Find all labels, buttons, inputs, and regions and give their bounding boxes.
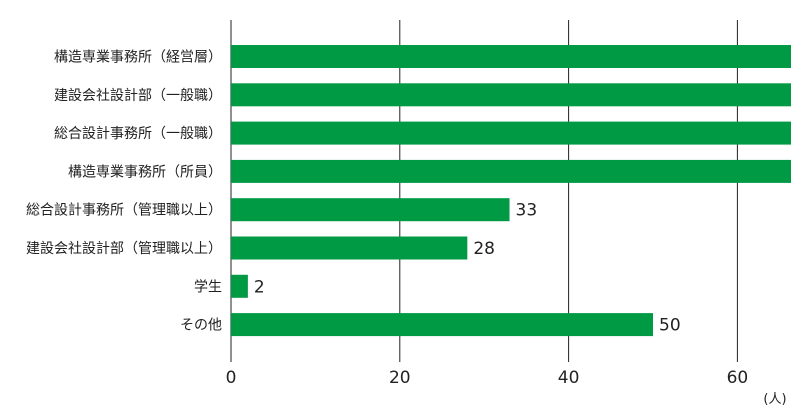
category-label: 建設会社設計部（管理職以上） <box>26 241 222 257</box>
bar <box>231 198 510 222</box>
x-tick-label: 20 <box>389 368 411 388</box>
bars <box>231 45 791 337</box>
x-axis-tick-labels: 020406080100120 <box>226 368 749 388</box>
category-label: 構造専業事務所（所員） <box>68 164 222 180</box>
x-tick-label: 60 <box>727 368 749 388</box>
value-label: 28 <box>473 239 495 259</box>
category-labels: 構造専業事務所（経営層） 建設会社設計部（一般職） 総合設計事務所（一般職） 構造専業… <box>26 50 222 334</box>
bar <box>231 83 791 107</box>
bar <box>231 274 248 298</box>
category-label: 構造専業事務所（経営層） <box>54 50 222 66</box>
value-labels: 1088583793328250 <box>254 201 681 336</box>
category-label: 総合設計事務所（一般職） <box>54 126 222 142</box>
category-label: 総合設計事務所（管理職以上） <box>26 203 222 219</box>
value-label: 2 <box>254 277 265 297</box>
category-label: 建設会社設計部（一般職） <box>54 88 222 104</box>
x-axis-unit-label: (人) <box>763 392 786 407</box>
bar <box>231 159 791 183</box>
bar <box>231 45 791 68</box>
bar <box>231 313 653 337</box>
category-label: その他 <box>180 318 222 334</box>
bar <box>231 236 468 260</box>
x-tick-label: 40 <box>558 368 580 388</box>
category-label: 学生 <box>194 279 222 295</box>
value-label: 33 <box>516 201 538 221</box>
bar <box>231 121 791 145</box>
grid-lines <box>230 20 738 362</box>
x-tick-label: 0 <box>226 368 237 388</box>
value-label: 50 <box>659 316 681 336</box>
